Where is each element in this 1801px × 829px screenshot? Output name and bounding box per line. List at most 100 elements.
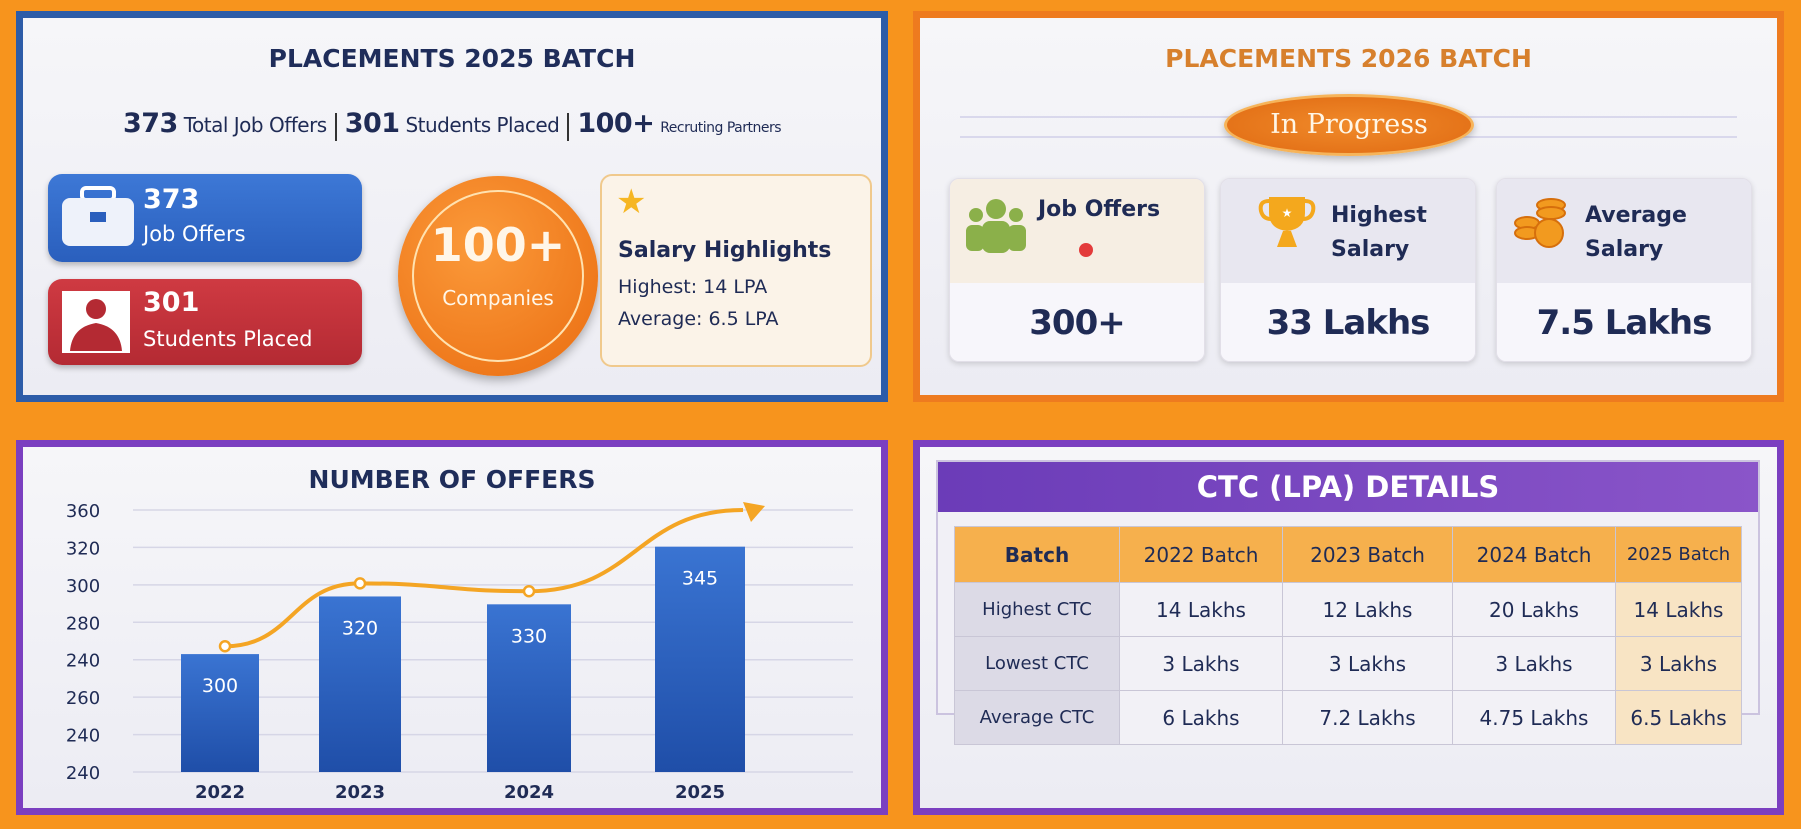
table-cell: 14 Lakhs — [1615, 582, 1742, 637]
y-tick-label: 300 — [66, 576, 100, 597]
column-header: 2025 Batch — [1615, 526, 1742, 583]
stat-card-average-salary: Average Salary 7.5 Lakhs — [1496, 178, 1752, 362]
salary-highlights-box: ★ Salary Highlights Highest: 14 LPA Aver… — [600, 174, 872, 367]
panel-title: PLACEMENTS 2025 BATCH — [268, 44, 636, 73]
card-value: 300+ — [950, 283, 1204, 361]
highest-salary: Highest: 14 LPA — [618, 276, 768, 298]
table-cell: 20 Lakhs — [1452, 582, 1616, 637]
table-row: Highest CTC 14 Lakhs 12 Lakhs 20 Lakhs 1… — [954, 582, 1742, 637]
bar — [181, 654, 259, 772]
bar — [487, 604, 571, 772]
table-cell: 3 Lakhs — [1282, 636, 1453, 691]
table-cell: 6 Lakhs — [1119, 690, 1283, 745]
bar-value-label: 345 — [682, 568, 718, 590]
job-offers-card: 373 Job Offers — [48, 174, 362, 262]
row-header: Lowest CTC — [954, 636, 1120, 691]
bar-value-label: 300 — [202, 675, 238, 697]
trend-line — [224, 508, 744, 649]
students-placed-count: 301 — [143, 287, 200, 318]
companies-label: Companies — [442, 286, 554, 310]
trophy-icon: ★ — [1258, 197, 1316, 247]
table-cell: 3 Lakhs — [1615, 636, 1742, 691]
divider — [334, 112, 337, 141]
student-icon — [62, 291, 130, 353]
table-row: Average CTC 6 Lakhs 7.2 Lakhs 4.75 Lakhs… — [954, 690, 1742, 745]
column-header: 2024 Batch — [1452, 526, 1616, 583]
panel-title: PLACEMENTS 2026 BATCH — [1165, 44, 1532, 73]
card-label: Job Offers — [1038, 197, 1161, 222]
star-icon: ★ — [616, 182, 647, 222]
students-placed-label: Students Placed — [143, 327, 313, 351]
x-tick-label: 2024 — [504, 782, 554, 803]
stat-label: Total Job Offers — [183, 113, 328, 137]
y-tick-label: 240 — [66, 763, 100, 784]
bar — [319, 596, 401, 772]
stat-label: Recruting Partners — [660, 120, 782, 136]
placements-2026-panel: PLACEMENTS 2026 BATCH In Progress Job Of… — [913, 11, 1784, 402]
stat-card-job-offers: Job Offers 300+ — [949, 178, 1205, 362]
table-header-row: Batch 2022 Batch 2023 Batch 2024 Batch 2… — [954, 526, 1742, 583]
stat-card-highest-salary: ★ Highest Salary 33 Lakhs — [1220, 178, 1476, 362]
trend-point — [218, 639, 232, 653]
y-tick-label: 320 — [66, 538, 100, 559]
column-header: 2023 Batch — [1282, 526, 1453, 583]
table-cell: 6.5 Lakhs — [1615, 690, 1742, 745]
trend-point — [522, 584, 536, 598]
table-cell: 3 Lakhs — [1119, 636, 1283, 691]
ctc-table: Batch 2022 Batch 2023 Batch 2024 Batch 2… — [954, 526, 1742, 745]
salary-title: Salary Highlights — [618, 238, 832, 263]
divider — [567, 112, 570, 141]
table-cell: 12 Lakhs — [1282, 582, 1453, 637]
trend-arrow-icon — [743, 502, 765, 522]
x-tick-label: 2023 — [335, 782, 385, 803]
companies-badge: 100+ Companies — [398, 176, 598, 376]
placements-2025-panel: PLACEMENTS 2025 BATCH 373 Total Job Offe… — [16, 11, 888, 402]
job-offers-count: 373 — [143, 184, 200, 215]
x-tick-label: 2022 — [195, 782, 245, 803]
students-placed-card: 301 Students Placed — [48, 279, 362, 365]
card-label: Highest Salary — [1331, 203, 1427, 262]
briefcase-icon — [62, 186, 134, 246]
row-header: Highest CTC — [954, 582, 1120, 637]
bar — [655, 546, 745, 772]
stat-number: 373 — [122, 108, 178, 139]
chart-title: NUMBER OF OFFERS — [308, 465, 596, 494]
y-tick-label: 360 — [66, 501, 100, 522]
y-tick-label: 280 — [66, 613, 100, 634]
table-cell: 7.2 Lakhs — [1282, 690, 1453, 745]
row-header: Average CTC — [954, 690, 1120, 745]
live-indicator-dot — [1079, 243, 1093, 257]
status-badge: In Progress — [1224, 94, 1474, 156]
companies-count: 100+ — [430, 218, 566, 272]
table-cell: 4.75 Lakhs — [1452, 690, 1616, 745]
offers-chart-panel: NUMBER OF OFFERS 360 320 300 280 240 260 240 24… — [16, 440, 888, 815]
job-offers-label: Job Offers — [143, 222, 246, 246]
average-salary: Average: 6.5 LPA — [618, 308, 779, 330]
table-row: Lowest CTC 3 Lakhs 3 Lakhs 3 Lakhs 3 Lak… — [954, 636, 1742, 691]
card-label: Average Salary — [1585, 203, 1687, 262]
bar-value-label: 330 — [511, 625, 547, 647]
coins-icon — [1514, 198, 1566, 248]
y-tick-label: 240 — [66, 726, 100, 747]
stat-number: 100+ — [577, 108, 655, 139]
trend-point — [353, 577, 367, 590]
column-header: Batch — [954, 526, 1120, 583]
stat-number: 301 — [344, 108, 400, 139]
bar-value-label: 320 — [342, 617, 378, 639]
summary-stats: 373 Total Job Offers 301 Students Placed 1… — [23, 108, 881, 141]
x-tick-label: 2025 — [675, 782, 725, 803]
table-cell: 14 Lakhs — [1119, 582, 1283, 637]
people-icon — [966, 199, 1026, 253]
ctc-table-box: CTC (LPA) DETAILS Batch 2022 Batch 2023 … — [936, 460, 1760, 745]
card-value: 7.5 Lakhs — [1497, 283, 1751, 361]
y-tick-label: 240 — [66, 651, 100, 672]
ctc-title: CTC (LPA) DETAILS — [938, 462, 1758, 512]
ctc-details-panel: CTC (LPA) DETAILS Batch 2022 Batch 2023 … — [913, 440, 1784, 815]
card-value: 33 Lakhs — [1221, 283, 1475, 361]
y-tick-label: 260 — [66, 688, 100, 709]
stat-label: Students Placed — [405, 113, 560, 137]
svg-text:★: ★ — [1282, 206, 1293, 220]
column-header: 2022 Batch — [1119, 526, 1283, 583]
offers-bar-chart: 360 320 300 280 240 260 240 240 300 2022 320 2023 33… — [66, 501, 853, 803]
table-cell: 3 Lakhs — [1452, 636, 1616, 691]
